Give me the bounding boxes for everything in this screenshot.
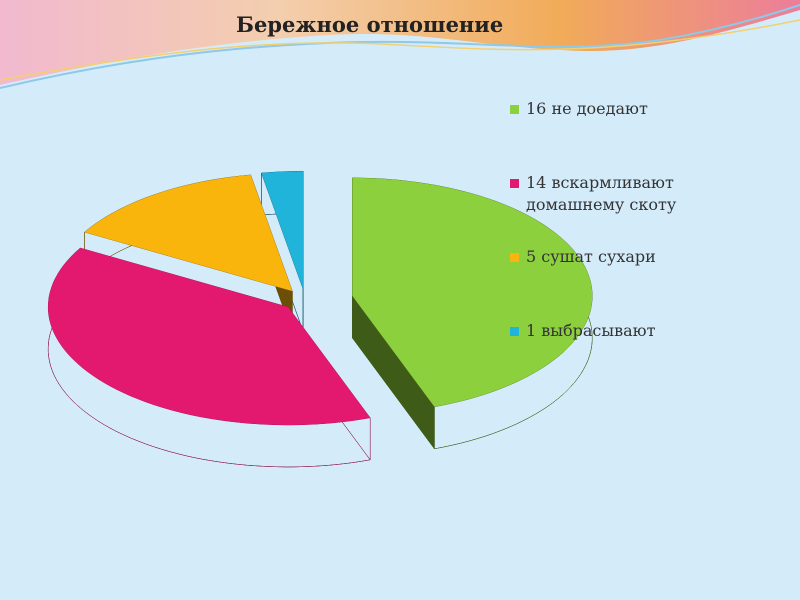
slice — [84, 174, 293, 292]
slice — [352, 177, 593, 407]
header-line — [0, 4, 800, 89]
legend-label: 5 сушат сухари — [526, 247, 656, 266]
slice — [261, 171, 304, 290]
legend-swatch — [510, 327, 519, 336]
legend-item: 1 выбрасывают — [510, 320, 706, 342]
legend-swatch — [510, 105, 519, 114]
legend-label: 1 выбрасывают — [526, 321, 656, 340]
legend-swatch — [510, 253, 519, 262]
legend-label: 14 вскармливают домашнему скоту — [526, 173, 677, 214]
legend-label: 16 не доедают — [526, 99, 648, 118]
header-line — [0, 19, 800, 81]
legend-item: 16 не доедают — [510, 98, 706, 120]
legend-swatch — [510, 179, 519, 188]
pie — [47, 170, 593, 468]
header-wave — [0, 0, 800, 85]
legend-item: 5 сушат сухари — [510, 246, 706, 268]
slice — [48, 248, 371, 425]
legend-item: 14 вскармливают домашнему скоту — [510, 172, 706, 216]
chart-title: Бережное отношение — [236, 12, 504, 37]
